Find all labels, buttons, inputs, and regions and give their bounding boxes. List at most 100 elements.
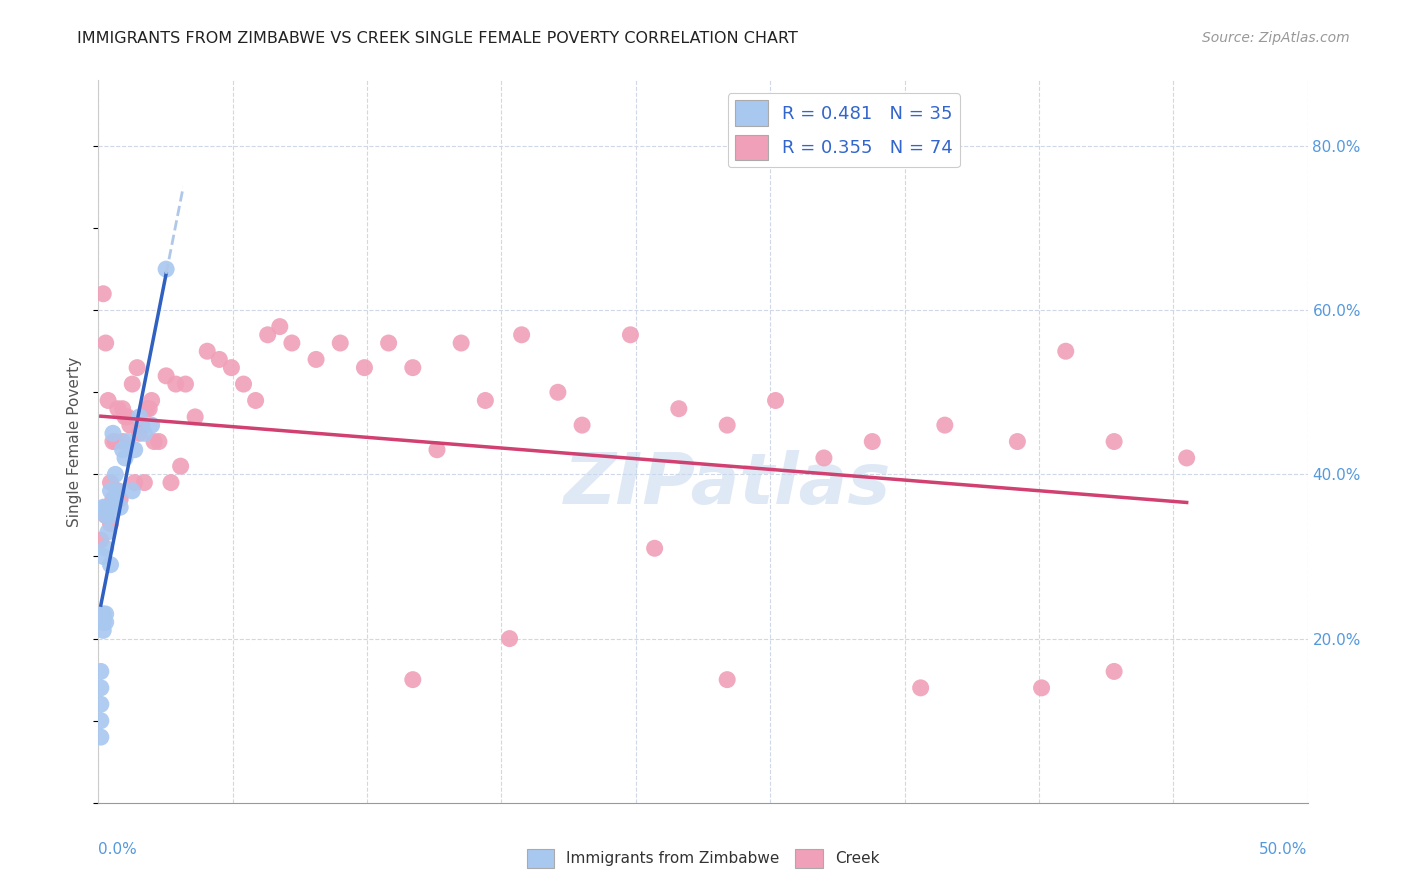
Point <box>377 336 399 351</box>
Point <box>97 500 120 515</box>
Y-axis label: Single Female Poverty: Single Female Poverty <box>67 357 83 526</box>
Point <box>716 418 738 433</box>
Point <box>114 450 136 465</box>
Legend: Immigrants from Zimbabwe, Creek: Immigrants from Zimbabwe, Creek <box>520 843 886 873</box>
Point <box>108 491 131 506</box>
Point <box>94 607 117 621</box>
Point <box>90 698 112 712</box>
Point <box>269 319 291 334</box>
Point <box>141 393 163 408</box>
Point <box>1175 450 1198 465</box>
Point <box>118 418 141 433</box>
Point <box>107 401 129 416</box>
Text: IMMIGRANTS FROM ZIMBABWE VS CREEK SINGLE FEMALE POVERTY CORRELATION CHART: IMMIGRANTS FROM ZIMBABWE VS CREEK SINGLE… <box>77 31 799 46</box>
Point <box>121 483 143 498</box>
Point <box>90 533 112 547</box>
Point <box>104 491 127 506</box>
Point <box>141 418 163 433</box>
Point <box>765 393 787 408</box>
Point <box>97 393 120 408</box>
Point <box>117 409 139 424</box>
Point <box>716 673 738 687</box>
Point <box>155 368 177 383</box>
Point <box>100 475 122 490</box>
Point <box>94 336 117 351</box>
Point <box>619 327 641 342</box>
Point <box>1102 434 1125 449</box>
Point <box>94 541 117 556</box>
Point <box>934 418 956 433</box>
Point <box>256 327 278 342</box>
Point <box>91 615 114 630</box>
Point <box>208 352 231 367</box>
Point <box>1102 665 1125 679</box>
Point <box>232 377 254 392</box>
Point <box>813 450 835 465</box>
Point <box>138 401 160 416</box>
Point <box>100 558 122 572</box>
Point <box>353 360 375 375</box>
Point <box>155 262 177 277</box>
Point <box>510 327 533 342</box>
Point <box>101 491 124 506</box>
Text: 50.0%: 50.0% <box>1260 842 1308 856</box>
Point <box>117 434 139 449</box>
Point <box>135 401 157 416</box>
Point <box>90 665 112 679</box>
Point <box>101 500 124 515</box>
Point <box>91 624 114 638</box>
Point <box>90 714 112 728</box>
Point <box>107 483 129 498</box>
Point <box>124 442 146 457</box>
Point <box>91 549 114 564</box>
Point <box>104 467 127 482</box>
Point <box>910 681 932 695</box>
Point <box>1054 344 1077 359</box>
Point <box>402 360 425 375</box>
Point <box>160 475 183 490</box>
Point <box>104 434 127 449</box>
Point <box>547 385 569 400</box>
Point <box>90 730 112 744</box>
Point <box>97 500 120 515</box>
Point <box>121 377 143 392</box>
Point <box>668 401 690 416</box>
Point <box>111 401 134 416</box>
Text: 0.0%: 0.0% <box>98 842 138 856</box>
Point <box>860 434 883 449</box>
Point <box>91 286 114 301</box>
Point <box>101 434 124 449</box>
Point <box>128 426 150 441</box>
Point <box>134 426 156 441</box>
Point <box>174 377 197 392</box>
Point <box>131 418 153 433</box>
Point <box>148 434 170 449</box>
Point <box>450 336 472 351</box>
Point <box>644 541 666 556</box>
Point <box>97 524 120 539</box>
Point <box>128 409 150 424</box>
Legend: R = 0.481   N = 35, R = 0.355   N = 74: R = 0.481 N = 35, R = 0.355 N = 74 <box>728 93 960 168</box>
Point <box>90 681 112 695</box>
Point <box>101 426 124 441</box>
Point <box>165 377 187 392</box>
Point <box>100 516 122 531</box>
Point <box>94 508 117 523</box>
Point <box>305 352 328 367</box>
Point <box>108 500 131 515</box>
Point <box>94 615 117 630</box>
Point <box>104 491 127 506</box>
Point <box>1031 681 1053 695</box>
Point <box>127 360 149 375</box>
Point <box>91 607 114 621</box>
Point <box>107 483 129 498</box>
Point <box>91 500 114 515</box>
Point <box>100 508 122 523</box>
Point <box>143 434 166 449</box>
Point <box>498 632 520 646</box>
Point <box>94 508 117 523</box>
Text: ZIPatlas: ZIPatlas <box>564 450 891 519</box>
Point <box>100 483 122 498</box>
Point <box>195 344 218 359</box>
Point <box>134 475 156 490</box>
